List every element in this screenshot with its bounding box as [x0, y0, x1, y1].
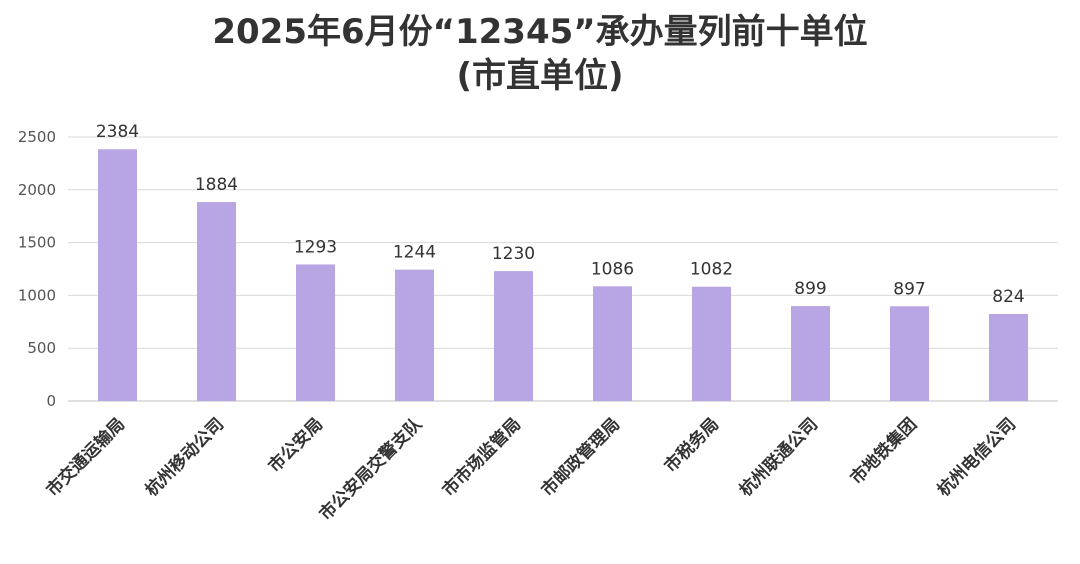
data-label: 1230: [492, 244, 535, 264]
x-tick-label: 杭州联通公司: [735, 414, 822, 501]
bar: [197, 202, 236, 401]
data-label: 899: [794, 279, 826, 299]
bar: [395, 269, 434, 401]
y-tick-label: 1500: [18, 234, 56, 252]
x-tick-label: 市公安局交警支队: [315, 413, 427, 525]
data-label: 1293: [294, 237, 337, 257]
x-tick-label: 市公安局: [264, 414, 327, 477]
bar: [494, 271, 533, 401]
data-labels: 2384 1884 1293 1244 1230 1086 1082 899 897 824: [96, 122, 1025, 307]
bar: [98, 149, 137, 401]
data-label: 1884: [195, 175, 238, 195]
bar: [791, 306, 830, 401]
chart-subtitle: (市直单位): [456, 56, 624, 96]
y-tick-label: 2000: [18, 181, 56, 199]
data-label: 1082: [690, 260, 733, 280]
bar: [692, 286, 731, 401]
bars: [98, 149, 1028, 401]
x-tick-label: 市邮政管理局: [537, 414, 624, 501]
bar: [989, 313, 1028, 401]
bar: [890, 306, 929, 401]
x-tick-label: 市税务局: [660, 414, 723, 477]
chart-title-line1: 2025年6月份“12345”承办量列前十单位: [212, 12, 868, 52]
x-tick-label: 杭州移动公司: [141, 414, 228, 501]
bar: [296, 264, 335, 401]
data-label: 1086: [591, 259, 634, 279]
x-tick-label: 市交通运输局: [42, 414, 129, 501]
y-axis: 0 500 1000 1500 2000 2500: [18, 128, 56, 410]
x-tick-label: 杭州电信公司: [933, 414, 1020, 501]
y-tick-label: 0: [46, 392, 56, 410]
data-label: 2384: [96, 122, 139, 142]
data-label: 897: [893, 279, 925, 299]
x-tick-label: 市地铁集团: [846, 414, 921, 489]
data-label: 1244: [393, 243, 436, 263]
x-tick-label: 市市场监管局: [438, 414, 525, 501]
y-tick-label: 1000: [18, 286, 56, 304]
chart-title: 2025年6月份“12345”承办量列前十单位 (市直单位): [0, 10, 1080, 98]
bar: [593, 286, 632, 401]
y-tick-label: 500: [27, 339, 56, 357]
y-tick-label: 2500: [18, 128, 56, 146]
data-label: 824: [992, 287, 1024, 307]
